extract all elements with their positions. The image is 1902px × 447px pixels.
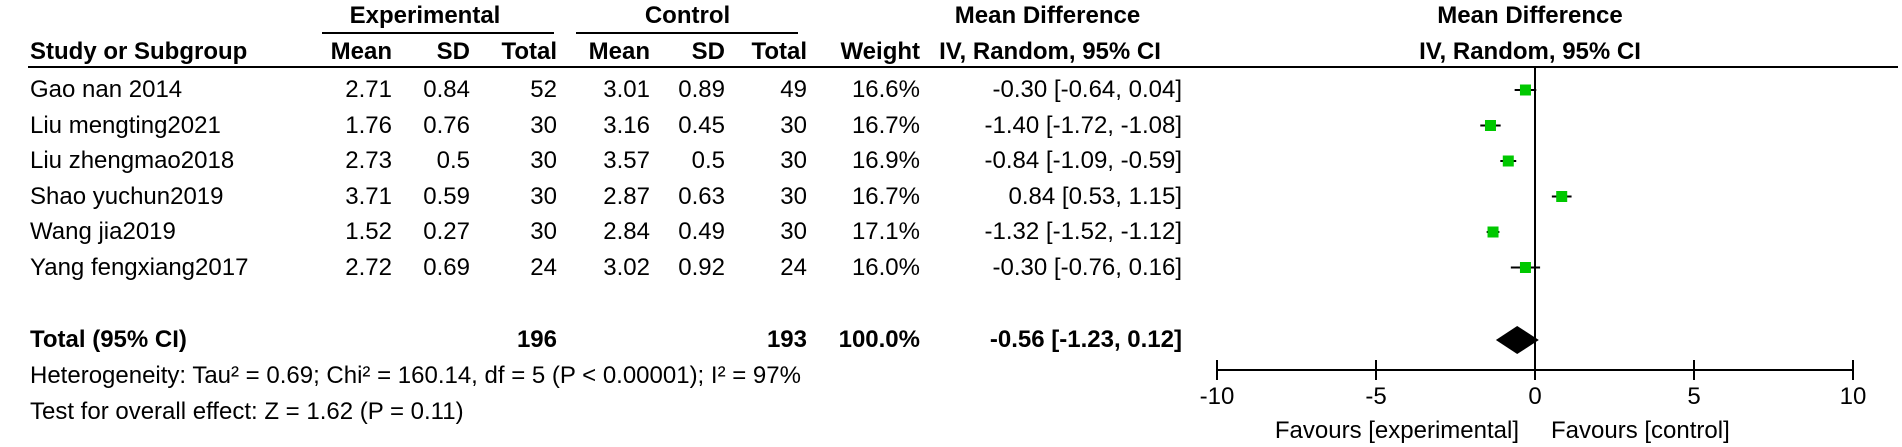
sd-control: 0.63: [678, 182, 725, 210]
pooled-diamond: [1495, 326, 1539, 354]
total-control: 30: [780, 218, 807, 245]
mean-experimental: 2.73: [345, 147, 392, 174]
study-name: Liu zhengmao2018: [30, 147, 235, 174]
col-sd-experimental: SD: [436, 38, 470, 65]
total-control: 49: [780, 76, 807, 103]
weight: 16.6%: [851, 76, 920, 103]
plot-subtitle: IV, Random, 95% CI: [1419, 38, 1641, 65]
total-experimental: 196: [516, 326, 557, 353]
overall-effect-text: Test for overall effect: Z = 1.62 (P = 0…: [30, 398, 464, 425]
mean-experimental: 1.76: [345, 111, 392, 139]
sd-control: 0.89: [678, 76, 725, 103]
weight: 17.1%: [851, 218, 920, 245]
sd-control: 0.5: [691, 147, 725, 174]
col-total-control: Total: [751, 38, 807, 65]
sd-experimental: 0.84: [423, 76, 470, 103]
study-name: Liu mengting2021: [30, 111, 221, 139]
total-effect-ci: -0.56 [-1.23, 0.12]: [989, 326, 1182, 353]
total-experimental: 24: [530, 253, 557, 281]
effect-marker: [1487, 226, 1499, 238]
x-tick-label: 5: [1687, 383, 1700, 410]
total-experimental: 30: [530, 182, 557, 210]
col-total-experimental: Total: [501, 38, 557, 65]
effect-ci: 0.84 [0.53, 1.15]: [1008, 182, 1182, 210]
sd-experimental: 0.59: [423, 182, 470, 210]
total-control: 30: [780, 182, 807, 210]
effect-ci: -1.32 [-1.52, -1.12]: [984, 218, 1182, 245]
col-mean-control: Mean: [588, 38, 650, 65]
total-experimental: 52: [530, 76, 557, 103]
mean-control: 3.57: [603, 147, 650, 174]
sd-control: 0.45: [678, 111, 725, 139]
effect-ci: -0.30 [-0.76, 0.16]: [992, 253, 1182, 281]
effect-column-title: Mean Difference: [954, 2, 1141, 29]
study-name: Wang jia2019: [30, 218, 176, 245]
total-control: 30: [780, 111, 807, 139]
favours-experimental-label: Favours [experimental]: [1275, 417, 1519, 444]
effect-ci: -1.40 [-1.72, -1.08]: [984, 111, 1182, 139]
weight: 16.9%: [851, 147, 920, 174]
mean-control: 3.16: [603, 111, 650, 139]
study-name: Shao yuchun2019: [30, 182, 224, 210]
effect-marker: [1502, 155, 1514, 167]
total-control: 24: [780, 253, 807, 281]
header-rule: [28, 66, 1898, 68]
mean-experimental: 3.71: [345, 182, 392, 210]
plot-title: Mean Difference: [1437, 2, 1623, 29]
mean-control: 3.01: [603, 76, 650, 103]
heterogeneity-text: Heterogeneity: Tau² = 0.69; Chi² = 160.1…: [30, 362, 801, 389]
weight: 16.0%: [851, 253, 920, 281]
col-effect-subtitle: IV, Random, 95% CI: [939, 38, 1161, 65]
effect-marker: [1556, 191, 1568, 202]
total-control: 193: [766, 326, 807, 353]
total-control: 30: [780, 147, 807, 174]
effect-marker: [1519, 262, 1531, 273]
col-study-header: Study or Subgroup: [30, 38, 248, 65]
total-experimental: 30: [530, 147, 557, 174]
study-name: Yang fengxiang2017: [30, 253, 249, 281]
mean-experimental: 1.52: [345, 218, 392, 245]
effect-marker: [1484, 120, 1496, 131]
total-weight: 100.0%: [838, 326, 920, 353]
weight: 16.7%: [851, 111, 920, 139]
control-group-header: Control: [644, 2, 731, 29]
experimental-group-header: Experimental: [349, 2, 501, 29]
sd-control: 0.49: [678, 218, 725, 245]
x-tick-label: -10: [1200, 383, 1235, 410]
sd-experimental: 0.27: [423, 218, 470, 245]
mean-experimental: 2.71: [345, 76, 392, 103]
sd-control: 0.92: [678, 253, 725, 281]
col-weight: Weight: [840, 38, 920, 65]
weight: 16.7%: [851, 182, 920, 210]
effect-ci: -0.84 [-1.09, -0.59]: [984, 147, 1182, 174]
x-tick-label: -5: [1365, 383, 1386, 410]
total-experimental: 30: [530, 111, 557, 139]
favours-control-label: Favours [control]: [1551, 417, 1730, 444]
col-sd-control: SD: [691, 38, 725, 65]
col-mean-experimental: Mean: [330, 38, 392, 65]
mean-control: 2.84: [603, 218, 650, 245]
mean-experimental: 2.72: [345, 253, 392, 281]
control-underline: [576, 32, 798, 34]
mean-control: 2.87: [603, 182, 650, 210]
effect-ci: -0.30 [-0.64, 0.04]: [992, 76, 1182, 103]
sd-experimental: 0.76: [423, 111, 470, 139]
total-experimental: 30: [530, 218, 557, 245]
x-tick-label: 10: [1840, 383, 1867, 410]
x-tick-label: 0: [1528, 383, 1541, 410]
total-label: Total (95% CI): [30, 326, 187, 353]
sd-experimental: 0.5: [436, 147, 470, 174]
sd-experimental: 0.69: [423, 253, 470, 281]
effect-marker: [1519, 84, 1531, 96]
study-name: Gao nan 2014: [30, 76, 183, 103]
mean-control: 3.02: [603, 253, 650, 281]
experimental-underline: [322, 32, 554, 34]
